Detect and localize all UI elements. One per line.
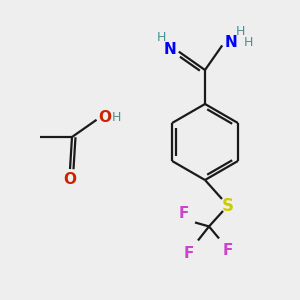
Text: F: F [179,206,189,221]
Text: S: S [222,197,234,215]
Text: N: N [164,42,176,57]
Text: H: H [244,36,253,49]
Text: O: O [64,172,76,187]
Text: O: O [98,110,111,125]
Text: H: H [112,111,121,124]
Text: F: F [184,246,194,261]
Text: H: H [157,31,167,44]
Text: N: N [225,35,238,50]
Text: F: F [223,243,233,258]
Text: H: H [236,25,245,38]
